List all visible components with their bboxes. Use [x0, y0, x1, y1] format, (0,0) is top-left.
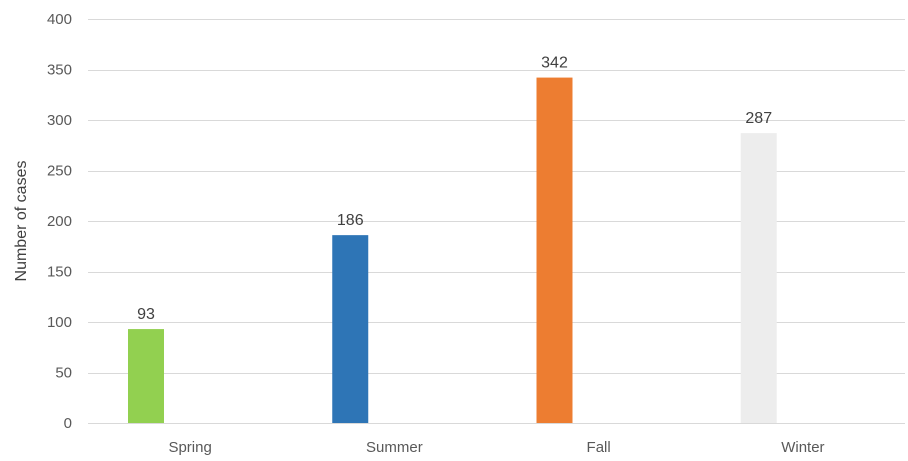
bars [128, 77, 777, 423]
y-tick-label: 400 [47, 11, 72, 28]
y-axis-ticks: 0 50 100 150 200 250 300 350 400 [47, 11, 72, 432]
x-tick-label-fall: Fall [587, 439, 611, 456]
data-label-spring: 93 [137, 306, 155, 323]
gridlines [88, 19, 905, 424]
x-tick-label-spring: Spring [168, 439, 211, 456]
data-label-winter: 287 [745, 110, 772, 127]
bar-fall [536, 77, 573, 423]
bar-spring [128, 329, 164, 423]
y-tick-label: 150 [47, 264, 72, 281]
y-tick-label: 250 [47, 163, 72, 180]
bar-summer [332, 235, 369, 423]
y-tick-label: 0 [64, 415, 72, 432]
x-tick-label-winter: Winter [781, 439, 824, 456]
y-tick-label: 50 [55, 365, 72, 382]
y-tick-label: 100 [47, 314, 72, 331]
data-label-fall: 342 [541, 55, 568, 72]
x-tick-label-summer: Summer [366, 439, 423, 456]
x-axis-ticks: Spring Summer Fall Winter [168, 439, 824, 456]
data-labels: 93 186 342 287 [137, 55, 772, 323]
data-label-summer: 186 [337, 212, 364, 229]
y-tick-label: 300 [47, 112, 72, 129]
bar-winter [740, 133, 777, 423]
y-tick-label: 200 [47, 213, 72, 230]
y-tick-label: 350 [47, 62, 72, 79]
y-axis-title: Number of cases [13, 161, 30, 282]
